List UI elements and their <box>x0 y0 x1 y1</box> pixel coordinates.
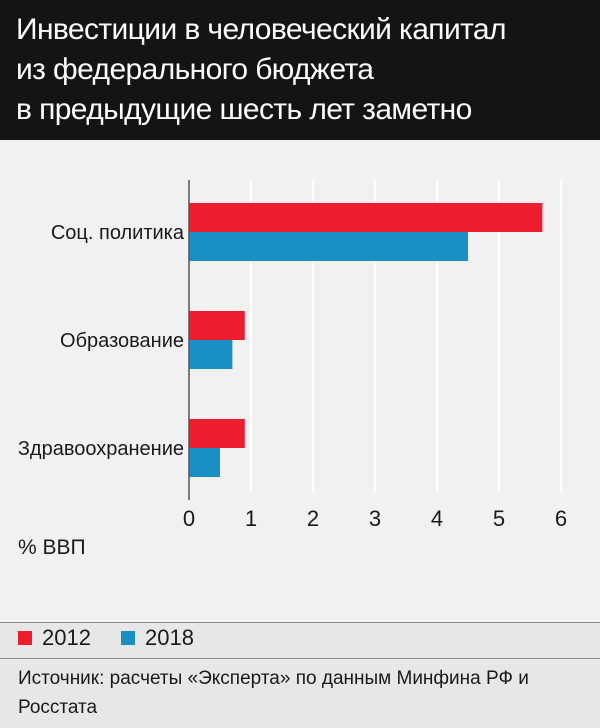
category-label: Соц. политика <box>51 222 185 244</box>
bar-2012-1 <box>189 311 245 340</box>
bar-2018-1 <box>189 340 233 369</box>
x-tick-label: 6 <box>555 506 567 531</box>
legend-label-2012: 2012 <box>42 625 91 650</box>
legend-divider-bottom <box>0 658 600 659</box>
x-tick-label: 4 <box>431 506 443 531</box>
legend: 2012 2018 <box>0 623 600 658</box>
source-note: Источник: расчеты «Эксперта» по данным М… <box>18 668 529 718</box>
category-label: Образование <box>60 330 184 352</box>
header-band: Инвестиции в человеческий капитал из фед… <box>0 0 600 166</box>
chart-title: Инвестиции в человеческий капитал из фед… <box>16 13 507 166</box>
bar-2018-0 <box>189 232 468 261</box>
legend-label-2018: 2018 <box>145 625 194 650</box>
legend-swatch-2018 <box>121 631 135 645</box>
x-tick-label: 2 <box>307 506 319 531</box>
legend-item-2012: 2012 <box>18 625 91 651</box>
x-tick-label: 5 <box>493 506 505 531</box>
x-axis-label: % ВВП <box>18 536 86 559</box>
x-tick-label: 0 <box>183 506 195 531</box>
category-label: Здравоохранение <box>18 438 184 460</box>
legend-divider-top <box>0 622 600 623</box>
bar-2012-2 <box>189 419 245 448</box>
x-tick-label: 1 <box>245 506 257 531</box>
bar-2018-2 <box>189 448 220 477</box>
legend-swatch-2012 <box>18 631 32 645</box>
x-tick-label: 3 <box>369 506 381 531</box>
bar-chart: Соц. политика Образование Здравоохранение 0… <box>18 180 567 531</box>
bar-2012-0 <box>189 203 543 232</box>
legend-item-2018: 2018 <box>121 625 194 651</box>
